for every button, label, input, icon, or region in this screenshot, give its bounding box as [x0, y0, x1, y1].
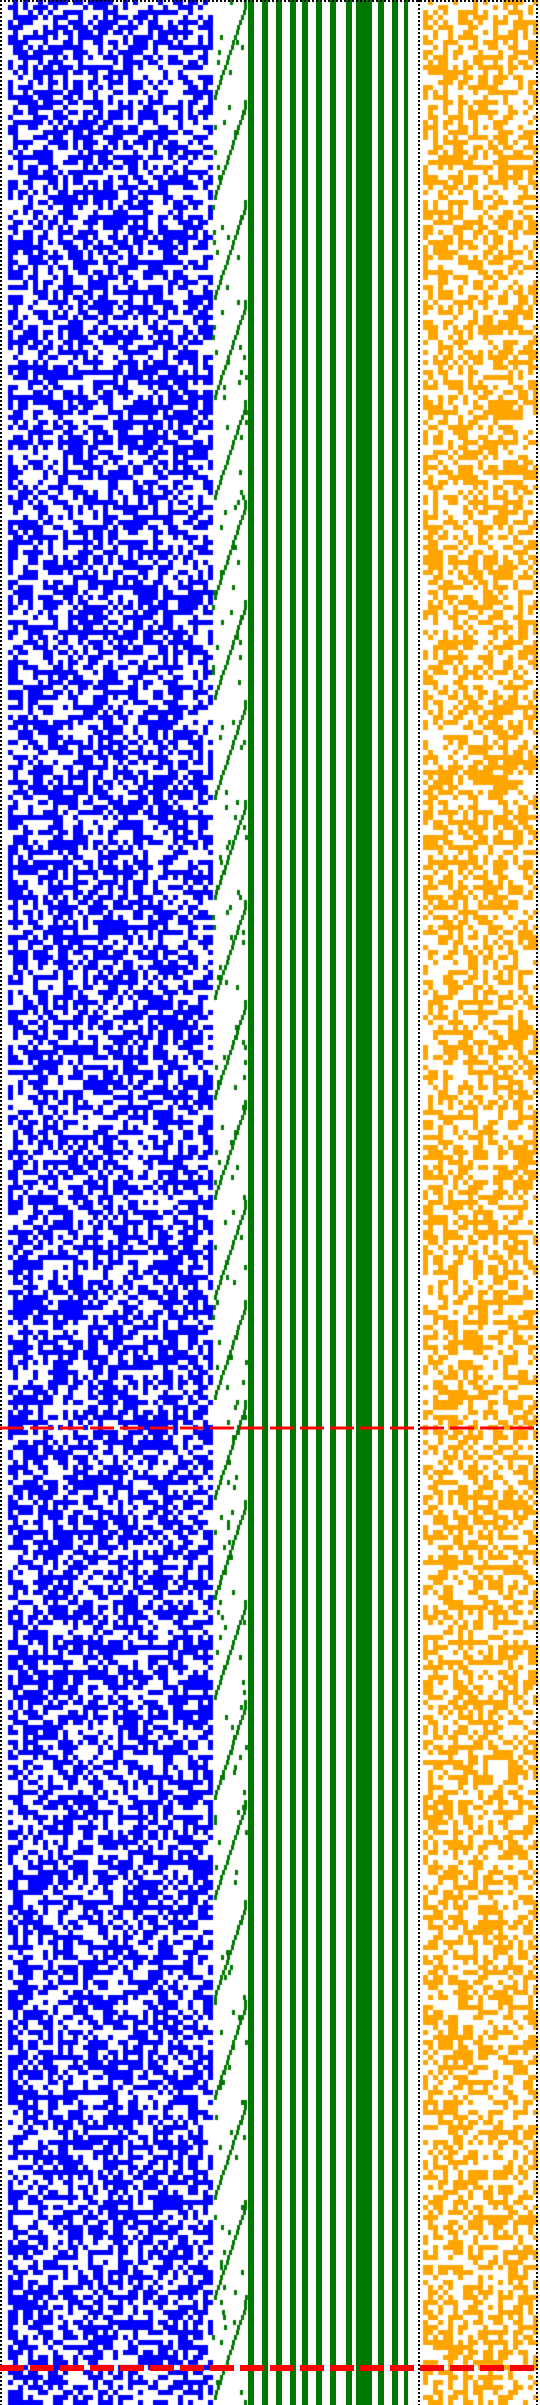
- vertical-bar: [378, 0, 384, 2405]
- vertical-bar: [392, 0, 398, 2405]
- vertical-bar: [248, 0, 254, 2405]
- vertical-bar: [330, 0, 336, 2405]
- highlight-rows: [0, 1426, 540, 2371]
- vertical-bar: [404, 0, 408, 2405]
- vertical-bar: [302, 0, 308, 2405]
- vertical-bar: [290, 0, 296, 2405]
- vertical-bar: [356, 0, 372, 2405]
- vertical-bars: [248, 0, 408, 2405]
- vertical-bar: [316, 0, 322, 2405]
- vertical-bar: [346, 0, 352, 2405]
- vertical-bar: [262, 0, 268, 2405]
- vertical-bar: [276, 0, 282, 2405]
